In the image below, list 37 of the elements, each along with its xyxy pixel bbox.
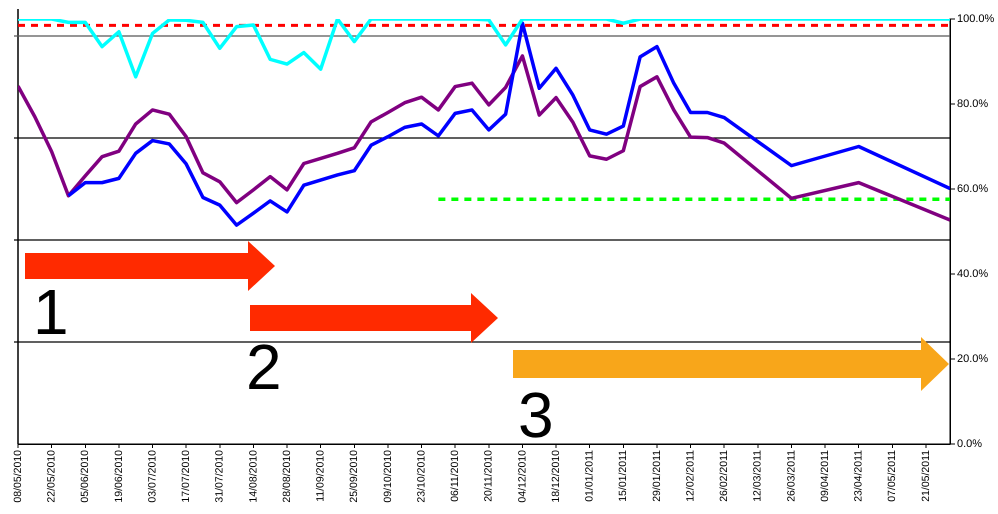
x-tick-label: 18/12/2010 xyxy=(550,450,562,503)
y-tick-label: 100.0% xyxy=(957,13,995,26)
x-tick-label: 08/05/2010 xyxy=(12,450,24,503)
y-tick-label: 60.0% xyxy=(957,183,988,196)
x-tick-label: 04/12/2010 xyxy=(516,450,528,503)
x-tick-label: 03/07/2010 xyxy=(146,450,158,503)
x-tick-label: 05/06/2010 xyxy=(79,450,92,503)
x-tick-label: 26/03/2011 xyxy=(785,450,798,502)
x-tick-label: 22/05/2010 xyxy=(46,450,58,503)
annotation: 3 xyxy=(518,379,554,451)
x-tick-label: 14/08/2010 xyxy=(247,450,260,503)
x-tick-label: 19/06/2010 xyxy=(112,450,125,503)
x-tick-label: 15/01/2011 xyxy=(617,450,630,502)
x-tick-label: 26/02/2011 xyxy=(718,450,730,502)
y-tick-label: 40.0% xyxy=(957,268,988,280)
x-tick-label: 01/01/2011 xyxy=(584,450,596,502)
annotation: 2 xyxy=(246,331,282,403)
x-tick-label: 31/07/2010 xyxy=(214,450,226,503)
x-tick-label: 17/07/2010 xyxy=(180,450,192,503)
annotation: 1 xyxy=(33,276,69,348)
x-tick-label: 12/03/2011 xyxy=(752,450,764,502)
y-tick-label: 20.0% xyxy=(957,353,988,366)
x-tick-label: 09/10/2010 xyxy=(382,450,394,503)
y-tick-label: 0.0% xyxy=(957,438,982,450)
y-tick-label: 80.0% xyxy=(957,98,988,110)
x-tick-label: 12/02/2011 xyxy=(684,450,696,502)
x-tick-label: 29/01/2011 xyxy=(650,450,663,502)
x-tick-label: 20/11/2010 xyxy=(482,450,495,502)
x-tick-label: 07/05/2011 xyxy=(886,450,898,502)
x-tick-label: 28/08/2010 xyxy=(280,450,293,503)
x-tick-label: 11/09/2010 xyxy=(314,450,327,502)
x-tick-label: 21/05/2011 xyxy=(920,450,932,502)
x-tick-label: 25/09/2010 xyxy=(348,450,360,503)
x-tick-label: 09/04/2011 xyxy=(818,450,831,502)
x-tick-label: 06/11/2010 xyxy=(449,450,462,502)
x-tick-label: 23/04/2011 xyxy=(852,450,865,502)
x-tick-label: 23/10/2010 xyxy=(415,450,428,503)
